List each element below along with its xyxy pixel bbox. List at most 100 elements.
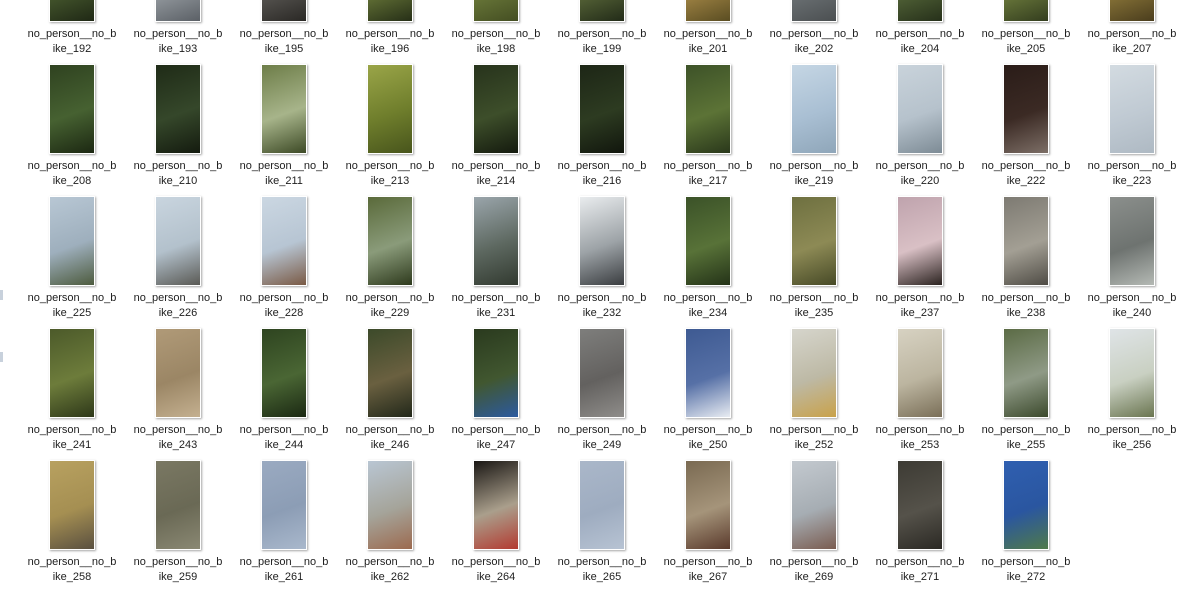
file-item[interactable]: no_person__no_b ike_247 (443, 328, 549, 458)
image-thumbnail[interactable] (897, 64, 943, 154)
image-thumbnail[interactable] (1003, 0, 1049, 22)
file-item[interactable]: no_person__no_b ike_241 (19, 328, 125, 458)
file-item[interactable]: no_person__no_b ike_237 (867, 196, 973, 326)
image-thumbnail[interactable] (579, 328, 625, 418)
image-thumbnail[interactable] (49, 328, 95, 418)
file-item[interactable]: no_person__no_b ike_216 (549, 64, 655, 194)
file-item[interactable]: no_person__no_b ike_193 (125, 0, 231, 62)
image-thumbnail[interactable] (897, 328, 943, 418)
file-item[interactable]: no_person__no_b ike_272 (973, 460, 1079, 590)
file-item[interactable]: no_person__no_b ike_192 (19, 0, 125, 62)
file-item[interactable]: no_person__no_b ike_228 (231, 196, 337, 326)
file-item[interactable]: no_person__no_b ike_214 (443, 64, 549, 194)
file-item[interactable]: no_person__no_b ike_252 (761, 328, 867, 458)
image-thumbnail[interactable] (261, 64, 307, 154)
file-item[interactable]: no_person__no_b ike_232 (549, 196, 655, 326)
file-item[interactable]: no_person__no_b ike_244 (231, 328, 337, 458)
image-thumbnail[interactable] (897, 460, 943, 550)
image-thumbnail[interactable] (791, 0, 837, 22)
image-thumbnail[interactable] (579, 0, 625, 22)
file-item[interactable]: no_person__no_b ike_195 (231, 0, 337, 62)
image-thumbnail[interactable] (1003, 196, 1049, 286)
image-thumbnail[interactable] (155, 196, 201, 286)
file-item[interactable]: no_person__no_b ike_238 (973, 196, 1079, 326)
image-thumbnail[interactable] (1003, 460, 1049, 550)
image-thumbnail[interactable] (49, 64, 95, 154)
file-item[interactable]: no_person__no_b ike_269 (761, 460, 867, 590)
image-thumbnail[interactable] (155, 64, 201, 154)
image-thumbnail[interactable] (791, 328, 837, 418)
file-item[interactable]: no_person__no_b ike_259 (125, 460, 231, 590)
image-thumbnail[interactable] (49, 196, 95, 286)
image-thumbnail[interactable] (1109, 64, 1155, 154)
image-thumbnail[interactable] (367, 196, 413, 286)
file-item[interactable]: no_person__no_b ike_201 (655, 0, 761, 62)
file-item[interactable]: no_person__no_b ike_205 (973, 0, 1079, 62)
image-thumbnail[interactable] (155, 328, 201, 418)
image-thumbnail[interactable] (1003, 64, 1049, 154)
image-thumbnail[interactable] (897, 0, 943, 22)
image-thumbnail[interactable] (261, 460, 307, 550)
file-item[interactable]: no_person__no_b ike_264 (443, 460, 549, 590)
image-thumbnail[interactable] (685, 328, 731, 418)
file-item[interactable]: no_person__no_b ike_220 (867, 64, 973, 194)
file-item[interactable]: no_person__no_b ike_271 (867, 460, 973, 590)
image-thumbnail[interactable] (791, 64, 837, 154)
file-item[interactable]: no_person__no_b ike_204 (867, 0, 973, 62)
file-item[interactable]: no_person__no_b ike_198 (443, 0, 549, 62)
image-thumbnail[interactable] (473, 0, 519, 22)
file-item[interactable]: no_person__no_b ike_199 (549, 0, 655, 62)
file-item[interactable]: no_person__no_b ike_249 (549, 328, 655, 458)
file-item[interactable]: no_person__no_b ike_246 (337, 328, 443, 458)
file-item[interactable]: no_person__no_b ike_196 (337, 0, 443, 62)
image-thumbnail[interactable] (367, 328, 413, 418)
file-item[interactable]: no_person__no_b ike_219 (761, 64, 867, 194)
file-item[interactable]: no_person__no_b ike_211 (231, 64, 337, 194)
image-thumbnail[interactable] (897, 196, 943, 286)
image-thumbnail[interactable] (261, 328, 307, 418)
image-thumbnail[interactable] (579, 196, 625, 286)
image-thumbnail[interactable] (49, 0, 95, 22)
image-thumbnail[interactable] (1109, 328, 1155, 418)
file-item[interactable]: no_person__no_b ike_256 (1079, 328, 1185, 458)
file-item[interactable]: no_person__no_b ike_235 (761, 196, 867, 326)
file-item[interactable]: no_person__no_b ike_262 (337, 460, 443, 590)
image-thumbnail[interactable] (367, 0, 413, 22)
file-item[interactable]: no_person__no_b ike_225 (19, 196, 125, 326)
file-item[interactable]: no_person__no_b ike_222 (973, 64, 1079, 194)
file-item[interactable]: no_person__no_b ike_202 (761, 0, 867, 62)
image-thumbnail[interactable] (473, 460, 519, 550)
image-thumbnail[interactable] (367, 64, 413, 154)
image-thumbnail[interactable] (579, 64, 625, 154)
file-item[interactable]: no_person__no_b ike_223 (1079, 64, 1185, 194)
image-thumbnail[interactable] (155, 460, 201, 550)
file-item[interactable]: no_person__no_b ike_255 (973, 328, 1079, 458)
image-thumbnail[interactable] (791, 460, 837, 550)
file-item[interactable]: no_person__no_b ike_267 (655, 460, 761, 590)
image-thumbnail[interactable] (155, 0, 201, 22)
file-item[interactable]: no_person__no_b ike_213 (337, 64, 443, 194)
image-thumbnail[interactable] (367, 460, 413, 550)
file-item[interactable]: no_person__no_b ike_240 (1079, 196, 1185, 326)
file-item[interactable]: no_person__no_b ike_207 (1079, 0, 1185, 62)
file-item[interactable]: no_person__no_b ike_229 (337, 196, 443, 326)
file-item[interactable]: no_person__no_b ike_210 (125, 64, 231, 194)
image-thumbnail[interactable] (473, 196, 519, 286)
file-item[interactable]: no_person__no_b ike_265 (549, 460, 655, 590)
image-thumbnail[interactable] (685, 196, 731, 286)
file-item[interactable]: no_person__no_b ike_231 (443, 196, 549, 326)
file-item[interactable]: no_person__no_b ike_258 (19, 460, 125, 590)
image-thumbnail[interactable] (1109, 196, 1155, 286)
image-thumbnail[interactable] (473, 64, 519, 154)
file-item[interactable]: no_person__no_b ike_208 (19, 64, 125, 194)
image-thumbnail[interactable] (791, 196, 837, 286)
image-thumbnail[interactable] (261, 0, 307, 22)
image-thumbnail[interactable] (1109, 0, 1155, 22)
file-item[interactable]: no_person__no_b ike_253 (867, 328, 973, 458)
image-thumbnail[interactable] (261, 196, 307, 286)
file-item[interactable]: no_person__no_b ike_217 (655, 64, 761, 194)
image-thumbnail[interactable] (579, 460, 625, 550)
image-thumbnail[interactable] (473, 328, 519, 418)
file-item[interactable]: no_person__no_b ike_234 (655, 196, 761, 326)
file-item[interactable]: no_person__no_b ike_226 (125, 196, 231, 326)
